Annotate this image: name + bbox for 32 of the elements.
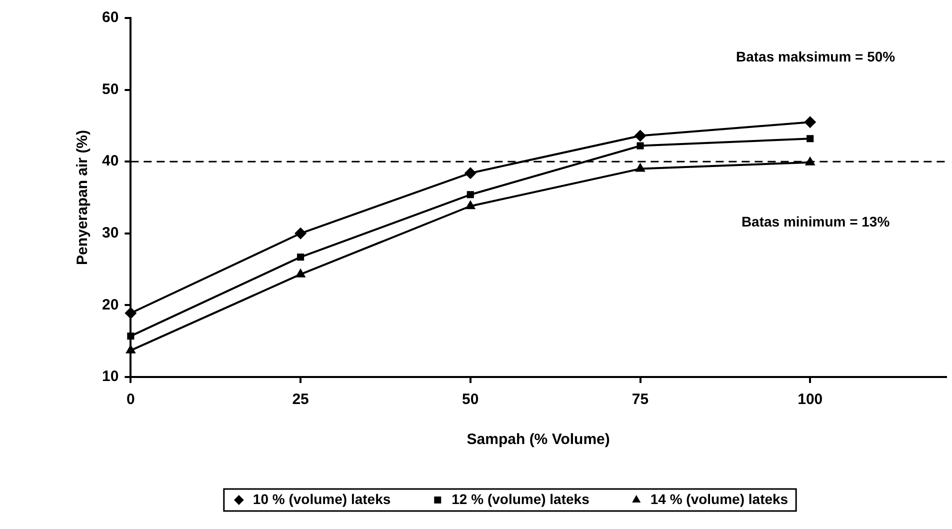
point bbox=[127, 332, 134, 340]
y-tick-label: 20 bbox=[102, 296, 119, 314]
y-tick-label: 40 bbox=[102, 152, 119, 170]
point bbox=[125, 344, 136, 354]
point bbox=[636, 142, 644, 150]
point bbox=[464, 167, 476, 180]
point bbox=[294, 227, 307, 240]
point bbox=[465, 200, 476, 210]
annotation: Batas minimum = 13% bbox=[741, 213, 890, 230]
x-tick-label: 25 bbox=[292, 391, 309, 408]
y-axis-title: Penyerapan air (%) bbox=[74, 130, 92, 266]
point bbox=[466, 191, 474, 198]
x-tick-label: 0 bbox=[126, 391, 135, 408]
legend-label: 14 % (volume) lateks bbox=[650, 490, 788, 507]
point bbox=[635, 162, 646, 172]
annotation: Batas maksimum = 50% bbox=[736, 48, 896, 64]
x-tick-label: 100 bbox=[798, 391, 823, 408]
point bbox=[806, 135, 814, 142]
point bbox=[804, 116, 816, 128]
x-tick-label: 50 bbox=[462, 391, 479, 408]
legend-label: 10 % (volume) lateks bbox=[252, 490, 391, 507]
point bbox=[124, 307, 137, 320]
y-tick-label: 50 bbox=[102, 80, 119, 98]
legend-label: 12 % (volume) lateks bbox=[452, 490, 590, 507]
y-tick-label: 60 bbox=[102, 9, 119, 26]
y-tick-label: 10 bbox=[102, 368, 119, 386]
point bbox=[634, 130, 646, 142]
point bbox=[295, 268, 306, 278]
y-tick-label: 30 bbox=[102, 224, 119, 242]
x-axis-title: Sampah (% Volume) bbox=[466, 431, 610, 448]
point bbox=[297, 254, 304, 261]
x-tick-label: 75 bbox=[632, 391, 649, 408]
